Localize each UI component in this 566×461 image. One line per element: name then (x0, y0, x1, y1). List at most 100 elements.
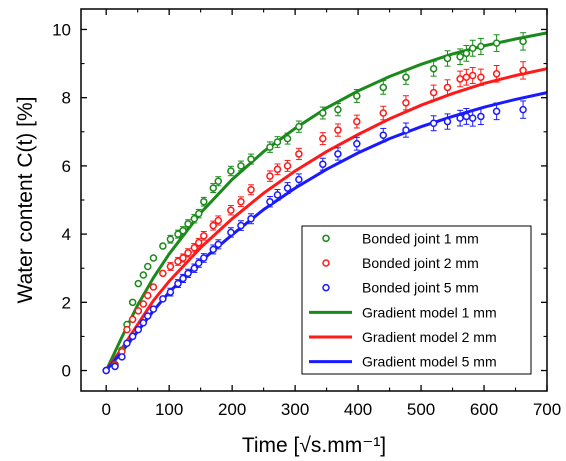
data-point (179, 226, 187, 235)
data-point (334, 150, 342, 158)
data-point (295, 150, 303, 158)
data-point (402, 126, 410, 134)
data-point (468, 44, 477, 52)
y-tick-label: 4 (62, 225, 71, 244)
x-tick-label: 100 (155, 400, 183, 419)
data-point (184, 269, 192, 278)
data-point (402, 99, 410, 107)
data-point (144, 291, 152, 300)
legend-label: Gradient model 2 mm (362, 329, 497, 345)
x-axis-title: Time [√s.mm⁻¹] (242, 434, 386, 457)
data-point (134, 279, 143, 288)
data-point (429, 64, 438, 73)
y-axis: 0 2 4 6 8 10 (52, 20, 547, 381)
data-point (159, 242, 167, 250)
data-point (227, 206, 235, 214)
data-point (379, 83, 388, 92)
data-point (166, 262, 175, 271)
data-point (214, 177, 223, 185)
x-axis: 0 100 200 300 400 500 600 700 (101, 9, 561, 419)
data-point (209, 221, 217, 230)
data-point (443, 54, 452, 63)
data-point (266, 143, 274, 151)
data-point (174, 230, 182, 238)
data-point (227, 228, 235, 237)
data-point (200, 254, 208, 262)
data-point (477, 73, 485, 81)
data-point (353, 92, 361, 100)
x-tick-label: 500 (407, 400, 435, 419)
legend-marker (322, 283, 330, 292)
data-point (166, 235, 175, 243)
data-point (200, 232, 208, 240)
x-tick-label: 200 (218, 400, 246, 419)
data-point (462, 49, 471, 58)
y-tick-label: 8 (62, 89, 71, 108)
data-point (237, 197, 245, 206)
data-point (334, 105, 342, 114)
data-point (144, 262, 152, 271)
data-point (134, 325, 143, 334)
data-point (295, 175, 303, 184)
data-point (429, 88, 438, 97)
data-point (247, 155, 255, 163)
series-points (102, 32, 527, 375)
data-point (128, 332, 137, 341)
data-point (462, 112, 471, 121)
x-tick-label: 600 (470, 400, 498, 419)
data-point (123, 325, 131, 334)
data-point (139, 319, 148, 327)
data-point (468, 71, 477, 80)
x-tick-label: 0 (101, 400, 110, 419)
data-point (184, 249, 192, 257)
data-point (283, 184, 292, 192)
data-point (353, 117, 361, 126)
data-point (214, 240, 223, 249)
data-point (379, 109, 388, 117)
data-point (273, 191, 282, 199)
data-point (139, 300, 148, 308)
series-line (104, 67, 548, 372)
y-tick-label: 10 (52, 20, 71, 39)
legend-label: Gradient model 5 mm (362, 354, 497, 370)
data-point (214, 216, 223, 225)
data-point (209, 245, 217, 254)
data-point (492, 70, 501, 78)
data-point (283, 134, 292, 143)
data-point (266, 197, 274, 206)
legend-marker (322, 234, 330, 243)
data-point (139, 271, 148, 279)
data-point (353, 139, 361, 148)
data-point (429, 119, 438, 128)
data-point (273, 138, 282, 146)
data-point (209, 184, 217, 192)
data-point (184, 220, 192, 228)
legend-marker (322, 259, 330, 267)
legend-label: Bonded joint 1 mm (362, 230, 479, 246)
data-point (379, 131, 388, 139)
data-point (492, 39, 501, 47)
data-point (319, 134, 327, 143)
data-point (468, 114, 477, 122)
data-point (519, 37, 527, 46)
data-point (456, 53, 464, 61)
data-point (200, 197, 208, 206)
data-point (319, 109, 327, 117)
x-tick-label: 300 (281, 400, 309, 419)
data-point (174, 257, 182, 266)
legend-label: Bonded joint 2 mm (362, 255, 479, 271)
data-point (266, 172, 274, 180)
data-point (144, 312, 152, 320)
data-point (118, 353, 126, 361)
data-point (519, 66, 527, 75)
data-point (519, 105, 527, 114)
data-point (295, 122, 303, 131)
data-point (149, 283, 158, 291)
data-point (179, 274, 187, 283)
data-point (174, 279, 182, 288)
data-point (190, 244, 199, 252)
data-point (111, 362, 119, 371)
data-point (402, 73, 410, 81)
data-point (247, 215, 255, 223)
